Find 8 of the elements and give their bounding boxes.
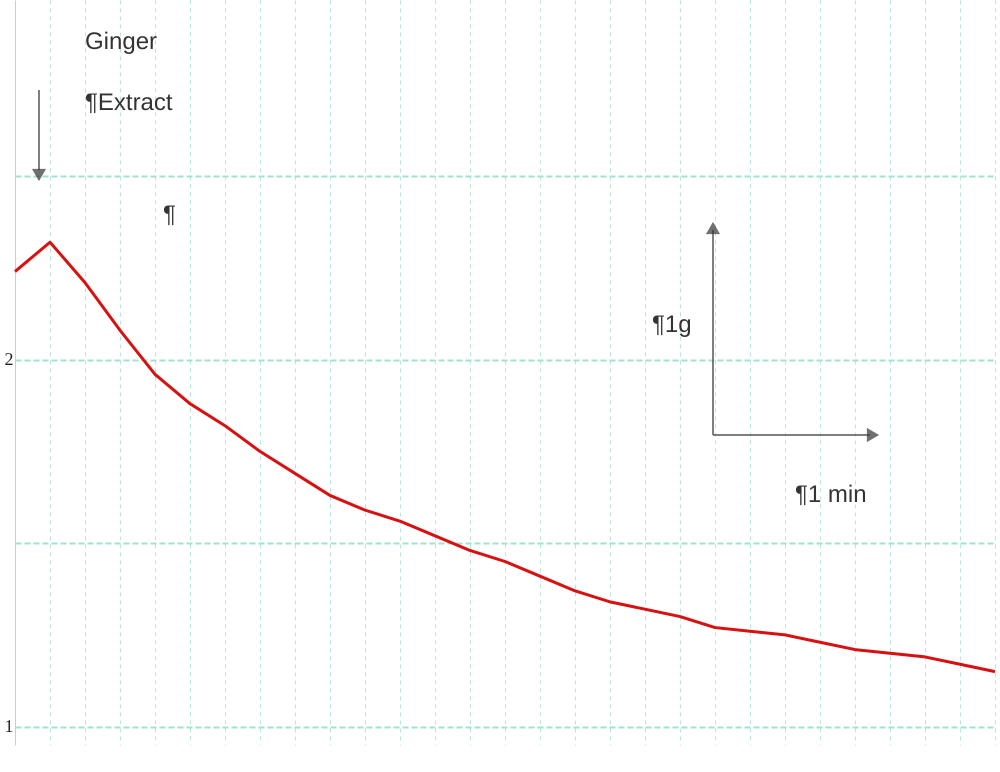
annotation: ¶ [163, 201, 176, 228]
y-tick-label: 1 [4, 716, 14, 736]
annotation: ¶1g [652, 311, 692, 338]
y-tick-label: 2 [4, 349, 14, 370]
annotation: Ginger [85, 28, 158, 55]
line-series [14, 240, 996, 674]
annotation: ¶Extract [85, 89, 173, 116]
annotation: ¶1 min [795, 481, 867, 508]
